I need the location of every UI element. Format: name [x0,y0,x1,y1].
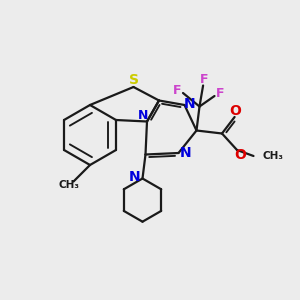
Text: F: F [173,83,182,97]
Text: N: N [179,146,191,160]
Text: CH₃: CH₃ [262,151,284,161]
Text: N: N [184,97,196,110]
Text: O: O [229,104,241,118]
Text: N: N [138,109,148,122]
Text: F: F [216,86,224,100]
Text: O: O [234,148,246,162]
Text: N: N [128,170,140,184]
Text: CH₃: CH₃ [58,180,80,190]
Text: F: F [200,73,209,86]
Text: S: S [129,74,139,87]
